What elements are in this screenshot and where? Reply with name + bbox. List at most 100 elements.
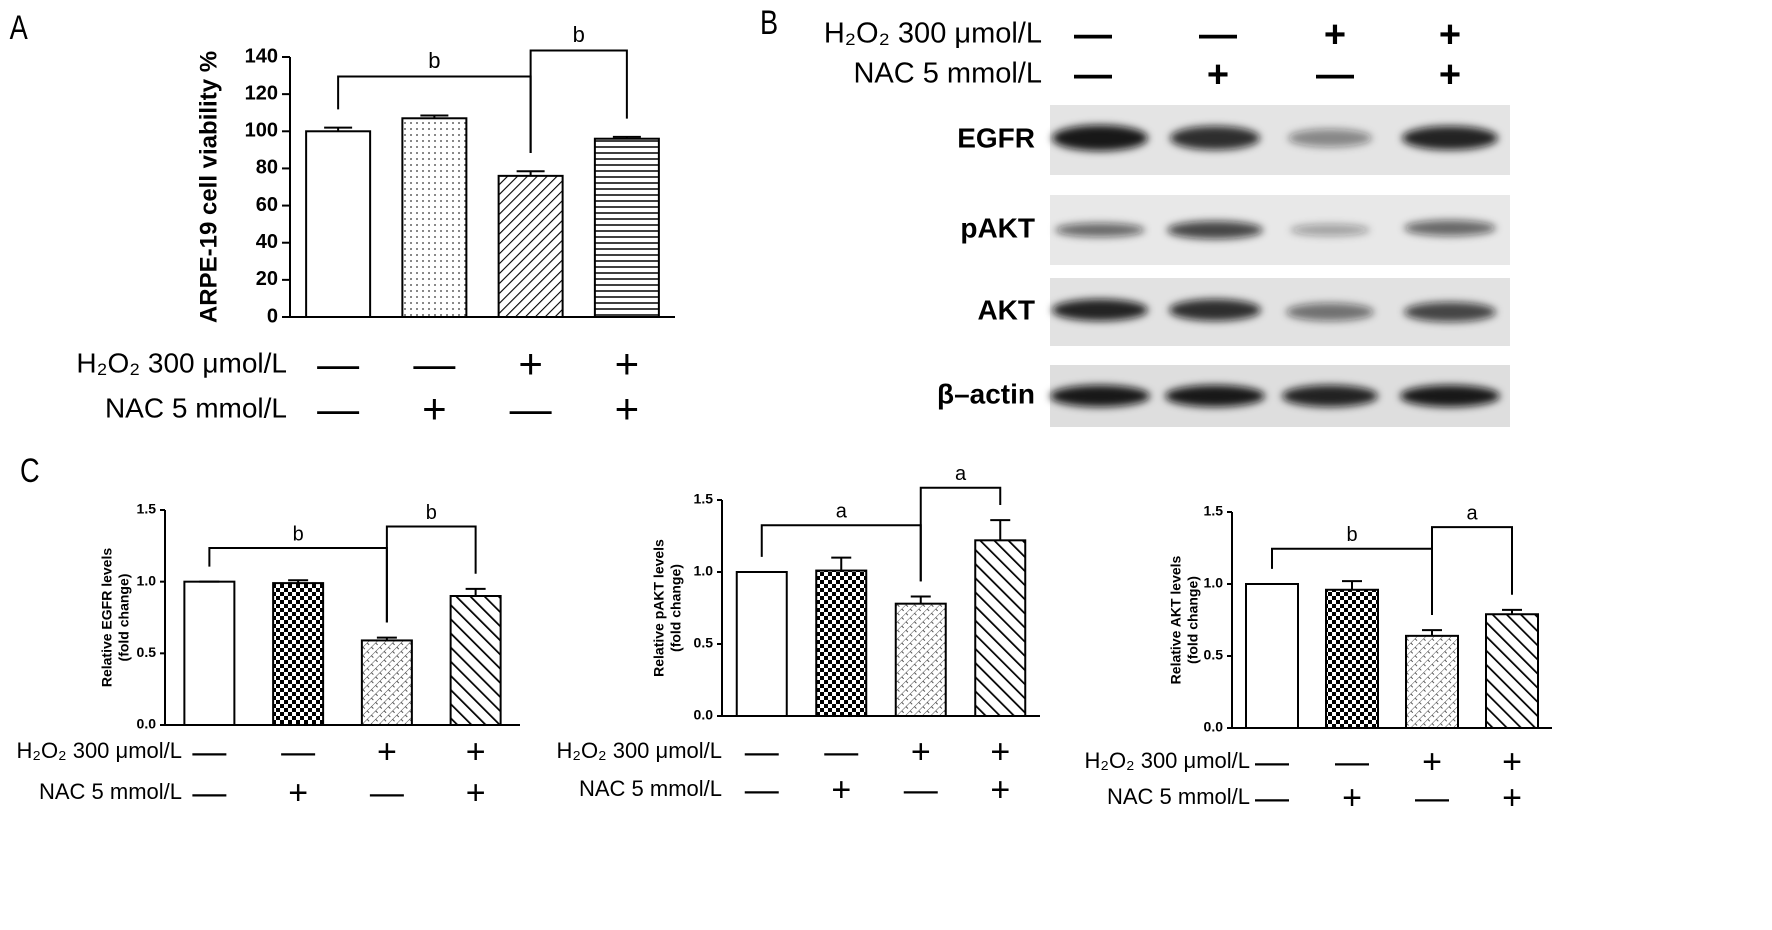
band <box>1052 125 1148 151</box>
y-axis-label: (fold change) <box>116 574 132 662</box>
band <box>1169 299 1261 321</box>
condition-label: H₂O₂ 300 μmol/L <box>17 738 182 763</box>
y-tick-label: 140 <box>245 45 278 67</box>
y-axis-label: (fold change) <box>668 564 684 652</box>
y-tick-label: 1.0 <box>694 563 714 579</box>
panel-label: B <box>760 3 778 42</box>
bar <box>735 571 788 717</box>
error-bar <box>910 595 931 604</box>
condition-sign: + <box>615 340 640 387</box>
condition-sign: + <box>422 385 447 432</box>
panel-label: C <box>20 451 40 490</box>
significance-label: a <box>1466 502 1478 524</box>
significance-label: b <box>573 22 585 47</box>
bar <box>894 602 947 717</box>
condition-label: H₂O₂ 300 μmol/L <box>76 347 287 378</box>
y-tick-label: 1.5 <box>1204 503 1224 519</box>
condition-label: H₂O₂ 300 μmol/L <box>1085 748 1250 773</box>
significance-bracket <box>529 49 628 154</box>
condition-sign: — <box>1255 779 1289 817</box>
condition-sign: — <box>745 771 779 809</box>
blot-bands <box>1050 125 1500 407</box>
condition-sign: — <box>370 774 404 812</box>
band <box>1402 126 1498 150</box>
significance-bracket <box>1431 526 1513 615</box>
y-tick-label: 20 <box>256 268 278 290</box>
condition-sign: — <box>192 774 226 812</box>
y-tick-label: 60 <box>256 194 278 216</box>
bar <box>183 580 236 727</box>
band <box>1400 385 1500 407</box>
blot-row-label: AKT <box>977 294 1035 325</box>
significance-label: a <box>836 500 848 522</box>
condition-sign: + <box>518 340 543 387</box>
condition-sign: + <box>615 385 640 432</box>
bar <box>593 137 660 318</box>
bar <box>974 539 1027 717</box>
condition-label: NAC 5 mmol/L <box>1107 784 1250 809</box>
band <box>1286 303 1374 321</box>
condition-sign: + <box>990 733 1010 771</box>
band <box>1165 385 1265 407</box>
error-bar <box>516 170 545 176</box>
y-axis-label: Relative AKT levels <box>1168 555 1184 684</box>
condition-label: H₂O₂ 300 μmol/L <box>824 18 1042 50</box>
band <box>1404 220 1496 236</box>
y-tick-label: 1.5 <box>137 501 157 517</box>
bar <box>305 130 372 318</box>
condition-sign: + <box>1342 779 1362 817</box>
blot-image <box>1050 105 1510 427</box>
condition-sign: + <box>1324 14 1346 56</box>
condition-label: H₂O₂ 300 μmol/L <box>557 738 722 763</box>
error-bar <box>612 135 641 139</box>
error-bar <box>831 556 852 571</box>
condition-sign: + <box>1502 743 1522 781</box>
band <box>1050 385 1150 407</box>
condition-sign: — <box>413 340 455 387</box>
bar <box>815 569 868 717</box>
error-bar <box>1502 608 1522 615</box>
y-tick-label: 0.0 <box>137 716 157 732</box>
significance-label: b <box>426 502 437 524</box>
blot-row-label: pAKT <box>960 212 1035 243</box>
condition-label: NAC 5 mmol/L <box>579 776 722 801</box>
y-tick-label: 0.5 <box>1204 647 1224 663</box>
y-tick-label: 80 <box>256 157 278 179</box>
condition-sign: — <box>1415 779 1449 817</box>
condition-sign: + <box>1439 14 1461 56</box>
bar <box>272 582 325 726</box>
error-bar <box>1342 580 1362 590</box>
condition-sign: — <box>824 733 858 771</box>
error-bar <box>376 636 397 641</box>
y-tick-label: 0.5 <box>137 644 157 660</box>
y-tick-label: 0 <box>267 305 278 327</box>
bar <box>401 117 468 318</box>
condition-sign: + <box>288 774 308 812</box>
significance-label: b <box>428 48 440 73</box>
bar <box>1485 613 1539 729</box>
condition-sign: + <box>1207 54 1229 96</box>
bar <box>1245 583 1299 729</box>
condition-sign: + <box>1439 54 1461 96</box>
condition-sign: — <box>1255 743 1289 781</box>
band <box>1055 223 1145 237</box>
condition-label: NAC 5 mmol/L <box>105 392 287 423</box>
significance-label: b <box>1346 524 1357 546</box>
y-tick-label: 40 <box>256 231 278 253</box>
condition-label: NAC 5 mmol/L <box>39 779 182 804</box>
condition-sign: — <box>281 733 315 771</box>
bar <box>360 639 413 727</box>
bar <box>1405 634 1459 730</box>
band <box>1167 221 1263 239</box>
y-tick-label: 1.0 <box>137 572 157 588</box>
condition-sign: — <box>745 733 779 771</box>
panel-label: A <box>10 8 29 47</box>
band <box>1288 129 1372 147</box>
y-axis-label: (fold change) <box>1185 576 1201 664</box>
condition-sign: — <box>192 733 226 771</box>
condition-sign: — <box>510 385 552 432</box>
bar <box>497 174 564 318</box>
